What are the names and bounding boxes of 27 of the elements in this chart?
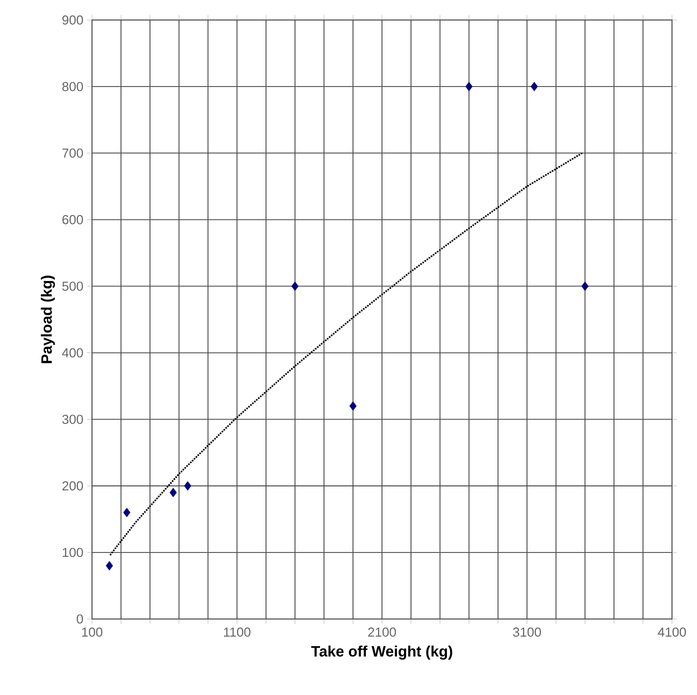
y-tick-label: 900 xyxy=(62,15,83,25)
point xyxy=(184,481,192,491)
y-tick-label: 200 xyxy=(62,481,83,490)
point xyxy=(349,401,357,411)
y-axis-title: Payload (kg) xyxy=(40,276,55,364)
line-series xyxy=(109,152,583,556)
x-axis-title: Take off Weight (kg) xyxy=(311,646,452,660)
y-tick-label: 300 xyxy=(62,414,83,424)
point xyxy=(530,82,538,92)
point xyxy=(106,561,113,570)
y-tick-label: 500 xyxy=(62,282,83,291)
y-tick-label: 800 xyxy=(62,82,83,92)
point xyxy=(465,82,473,92)
y-tick-label: 100 xyxy=(62,548,83,558)
x-tick-label: 2100 xyxy=(368,628,396,637)
x-tick-label: 100 xyxy=(82,628,102,637)
y-tick-label: 400 xyxy=(62,348,83,358)
y-tick-label: 700 xyxy=(62,148,83,158)
y-tick-label: 600 xyxy=(62,215,83,224)
point xyxy=(170,488,177,498)
point xyxy=(291,282,299,291)
x-tick-label: 3100 xyxy=(513,628,541,637)
x-tick-label: 4100 xyxy=(658,628,686,637)
x-tick-label: 1100 xyxy=(224,628,250,637)
point xyxy=(123,508,130,518)
point xyxy=(581,282,589,291)
y-tick-label: 0 xyxy=(76,614,83,624)
